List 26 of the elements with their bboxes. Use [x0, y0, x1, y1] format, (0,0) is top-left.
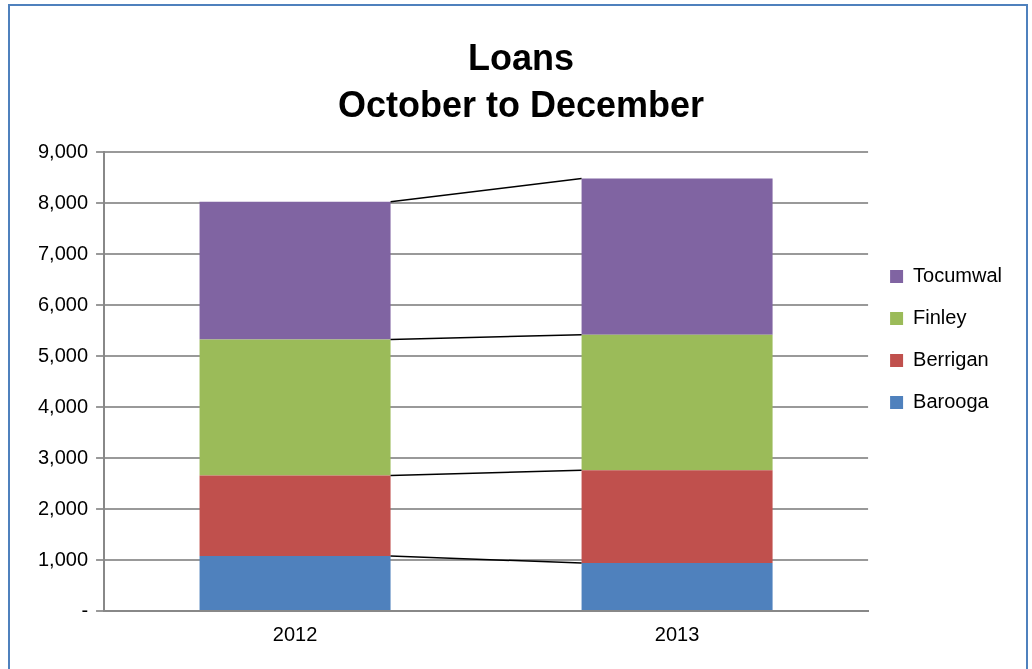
y-tick-label: 8,000 — [37, 190, 89, 213]
bar — [581, 470, 773, 564]
bar — [581, 563, 773, 610]
bar — [199, 201, 391, 340]
bar — [199, 555, 391, 610]
y-tick-label: 2,000 — [37, 496, 89, 519]
x-tick-label: 2012 — [272, 622, 318, 645]
bar — [581, 178, 773, 335]
bar — [581, 334, 773, 471]
y-tick-label: 1,000 — [37, 547, 89, 570]
y-tick-label: 4,000 — [37, 394, 89, 417]
chart-subtitle: October to December — [337, 83, 705, 125]
y-tick-label: 9,000 — [37, 139, 89, 162]
legend-label: Barooga — [913, 390, 990, 413]
y-tick-label: 5,000 — [37, 343, 89, 366]
y-tick-label: 6,000 — [37, 292, 89, 315]
bar — [199, 475, 391, 556]
y-tick-label: 7,000 — [37, 241, 89, 264]
x-tick-label: 2013 — [654, 622, 700, 645]
legend-label: Tocumwal — [913, 264, 1003, 287]
bar — [199, 339, 391, 476]
legend-label: Berrigan — [913, 348, 989, 371]
legend-label: Finley — [913, 306, 967, 329]
y-tick-label: 3,000 — [37, 445, 89, 468]
y-tick-label: - — [81, 598, 89, 621]
chart-title: Loans — [467, 36, 575, 78]
